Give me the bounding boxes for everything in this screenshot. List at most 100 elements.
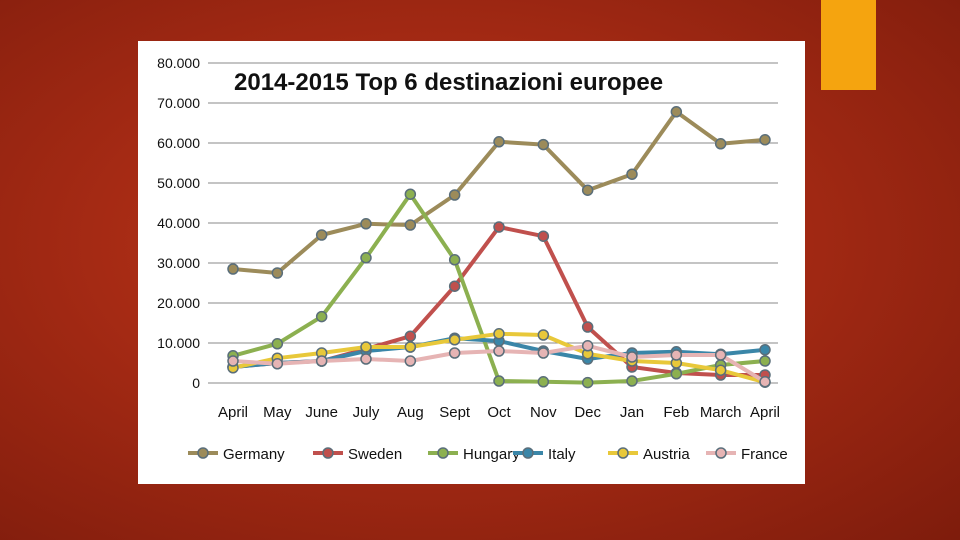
data-point: [271, 338, 284, 350]
legend-label: Italy: [548, 446, 576, 463]
data-point: [759, 355, 771, 367]
legend-swatch-marker: [715, 447, 727, 459]
data-point: [714, 138, 727, 150]
data-point: [493, 328, 505, 340]
data-point: [714, 349, 727, 361]
x-tick-label: April: [750, 404, 780, 421]
data-point: [271, 358, 284, 370]
data-point: [670, 349, 683, 361]
data-point: [759, 376, 771, 388]
data-point: [626, 168, 638, 180]
legend-entry: Italy: [513, 446, 576, 463]
data-point: [493, 375, 505, 387]
legend: Germany Sweden Hungary Italy Austria France: [188, 446, 788, 463]
data-point: [537, 230, 550, 242]
data-point: [448, 254, 461, 266]
data-point: [404, 355, 417, 367]
data-point: [315, 355, 328, 367]
data-point: [626, 375, 638, 387]
data-point: [448, 280, 461, 292]
x-tick-label: Nov: [530, 404, 557, 421]
legend-entry: Austria: [608, 446, 690, 463]
legend-label: Sweden: [348, 446, 402, 463]
chart-title: 2014-2015 Top 6 destinazioni europee: [234, 69, 663, 96]
data-point: [759, 134, 771, 146]
x-tick-label: Feb: [663, 404, 689, 421]
data-point: [448, 334, 461, 346]
series-germany: [227, 106, 771, 279]
data-point: [315, 229, 328, 241]
data-point: [493, 345, 505, 357]
data-point: [227, 263, 239, 275]
chart-panel: 0 10.000 20.000 30.000 40.000 50.000 60.000 70.…: [138, 41, 805, 484]
y-tick-label: 0: [192, 375, 200, 391]
data-point: [581, 184, 594, 196]
x-tick-label: July: [353, 404, 380, 421]
accent-rectangle: [821, 0, 876, 90]
y-tick-label: 60.000: [157, 135, 200, 151]
data-point: [537, 138, 550, 151]
data-point: [537, 329, 550, 341]
y-tick-label: 20.000: [157, 295, 200, 311]
data-point: [360, 252, 372, 264]
data-point: [670, 368, 683, 380]
y-tick-label: 80.000: [157, 55, 200, 71]
legend-entry: France: [706, 446, 788, 463]
x-tick-label: Oct: [487, 404, 511, 421]
legend-swatch-marker: [522, 447, 534, 459]
legend-entry: Sweden: [313, 446, 402, 463]
data-point: [360, 218, 372, 230]
series-france: [227, 340, 771, 388]
grid-lines: [208, 62, 778, 384]
legend-swatch-marker: [617, 447, 629, 459]
series-lines: [227, 106, 771, 389]
data-point: [315, 310, 328, 323]
data-point: [404, 341, 417, 353]
legend-label: Austria: [643, 446, 690, 463]
line-chart: 0 10.000 20.000 30.000 40.000 50.000 60.000 70.…: [157, 55, 788, 463]
x-tick-label: June: [305, 404, 338, 421]
data-point: [626, 351, 638, 363]
x-tick-label: Aug: [397, 404, 424, 421]
y-tick-label: 30.000: [157, 255, 200, 271]
data-point: [404, 219, 417, 231]
data-point: [493, 221, 505, 233]
data-point: [404, 330, 417, 342]
legend-label: France: [741, 446, 788, 463]
y-tick-label: 50.000: [157, 175, 200, 191]
x-tick-label: Jan: [620, 404, 644, 421]
legend-swatch-marker: [437, 447, 449, 459]
legend-entry: Hungary: [428, 446, 520, 463]
data-point: [537, 347, 550, 359]
x-tick-label: Dec: [574, 404, 601, 421]
y-tick-label: 40.000: [157, 215, 200, 231]
data-point: [537, 376, 550, 388]
legend-swatch-marker: [197, 447, 209, 459]
data-point: [581, 321, 594, 333]
data-point: [581, 340, 594, 352]
y-axis-ticks: 0 10.000 20.000 30.000 40.000 50.000 60.000 70.…: [157, 55, 200, 391]
data-point: [759, 344, 771, 356]
data-point: [360, 341, 372, 353]
data-point: [670, 106, 683, 118]
data-point: [360, 353, 372, 365]
legend-label: Hungary: [463, 446, 520, 463]
legend-entry: Germany: [188, 446, 285, 463]
data-point: [271, 267, 284, 279]
legend-label: Germany: [223, 446, 285, 463]
series-line: [231, 109, 767, 275]
x-tick-label: May: [263, 404, 292, 421]
data-point: [227, 355, 239, 367]
x-tick-label: April: [218, 404, 248, 421]
x-tick-label: Sept: [439, 404, 471, 421]
data-point: [448, 347, 461, 359]
data-point: [493, 136, 505, 148]
y-tick-label: 10.000: [157, 335, 200, 351]
data-point: [448, 189, 461, 201]
legend-swatch-marker: [322, 447, 334, 459]
data-point: [581, 376, 594, 389]
y-tick-label: 70.000: [157, 95, 200, 111]
series-hungary: [227, 188, 771, 389]
x-axis-ticks: April May June July Aug Sept Oct Nov Dec Jan Feb Ma…: [218, 404, 780, 421]
x-tick-label: March: [700, 404, 742, 421]
